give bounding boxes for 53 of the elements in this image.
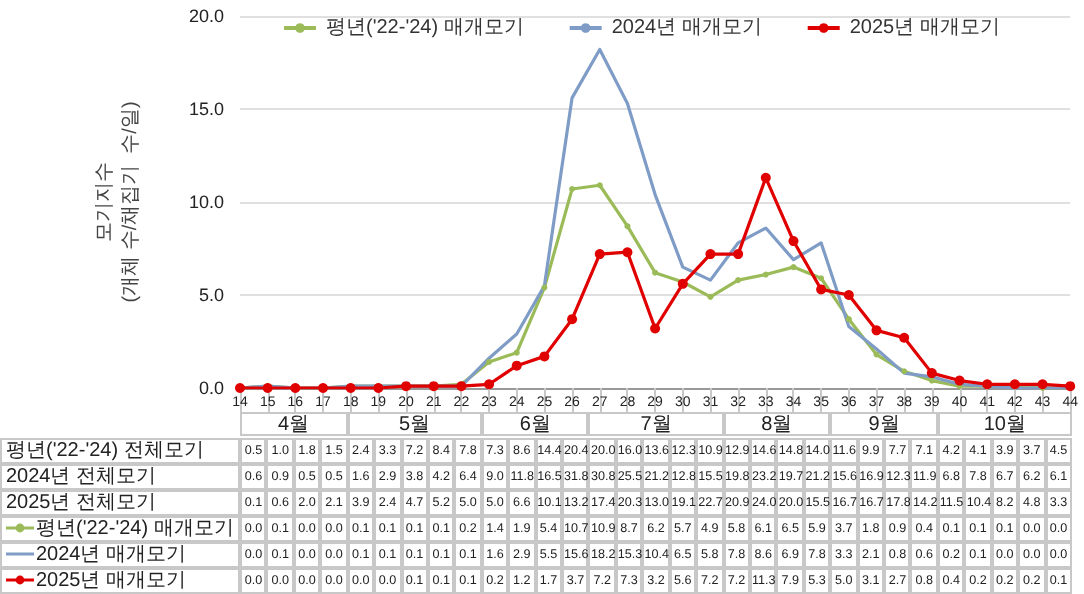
point [541,284,548,291]
y-axis-title: 모기지수 (개체 수/채집기 수/일) [94,101,142,303]
point [707,293,714,300]
point [871,325,882,336]
y-tick-label: 0.0 [198,378,224,398]
point [596,182,603,189]
text: 2025년 매개모기 [36,570,187,592]
point [594,249,605,260]
text: 7월 [588,412,724,436]
legend-label: 평년('22-'24) 매개모기 [326,17,524,39]
point [954,375,965,386]
y-tick-label: 15.0 [188,99,224,119]
point [733,249,744,260]
point [816,284,827,295]
text: 8월 [723,412,831,436]
text: 6월 [481,412,589,436]
point [622,247,633,258]
point [899,332,910,343]
text: 평년('22-'24) 매개모기 [36,518,234,540]
text: 5월 [347,412,482,436]
point [705,249,716,260]
point [484,379,495,390]
point [624,223,631,230]
point [790,264,797,271]
point [818,275,825,282]
y-tick-label: 10.0 [188,192,224,212]
point [1037,379,1048,390]
text: 평년('22-'24) 전체모기 [6,440,204,462]
point [539,351,550,362]
point [762,271,769,278]
legend-label: 2025년 매개모기 [849,17,1000,39]
point [843,290,854,300]
point [845,316,852,323]
point [650,323,661,334]
point [901,368,908,375]
text: 2024년 전체모기 [6,466,157,488]
legend-label: 2024년 매개모기 [611,17,762,39]
text: 9월 [830,412,938,436]
y-tick-label: 20.0 [188,6,224,26]
point [926,368,937,379]
text: 10월 [937,412,1072,436]
point [873,351,880,358]
point [735,277,742,284]
text: 2024년 매개모기 [36,544,187,566]
y-tick-label: 5.0 [198,285,224,305]
text: 2025년 전체모기 [6,492,157,514]
point [652,269,659,276]
text: 4월 [240,412,348,436]
point [511,360,522,371]
point [567,314,578,325]
point [513,349,520,356]
point [788,236,799,247]
point [760,172,771,183]
